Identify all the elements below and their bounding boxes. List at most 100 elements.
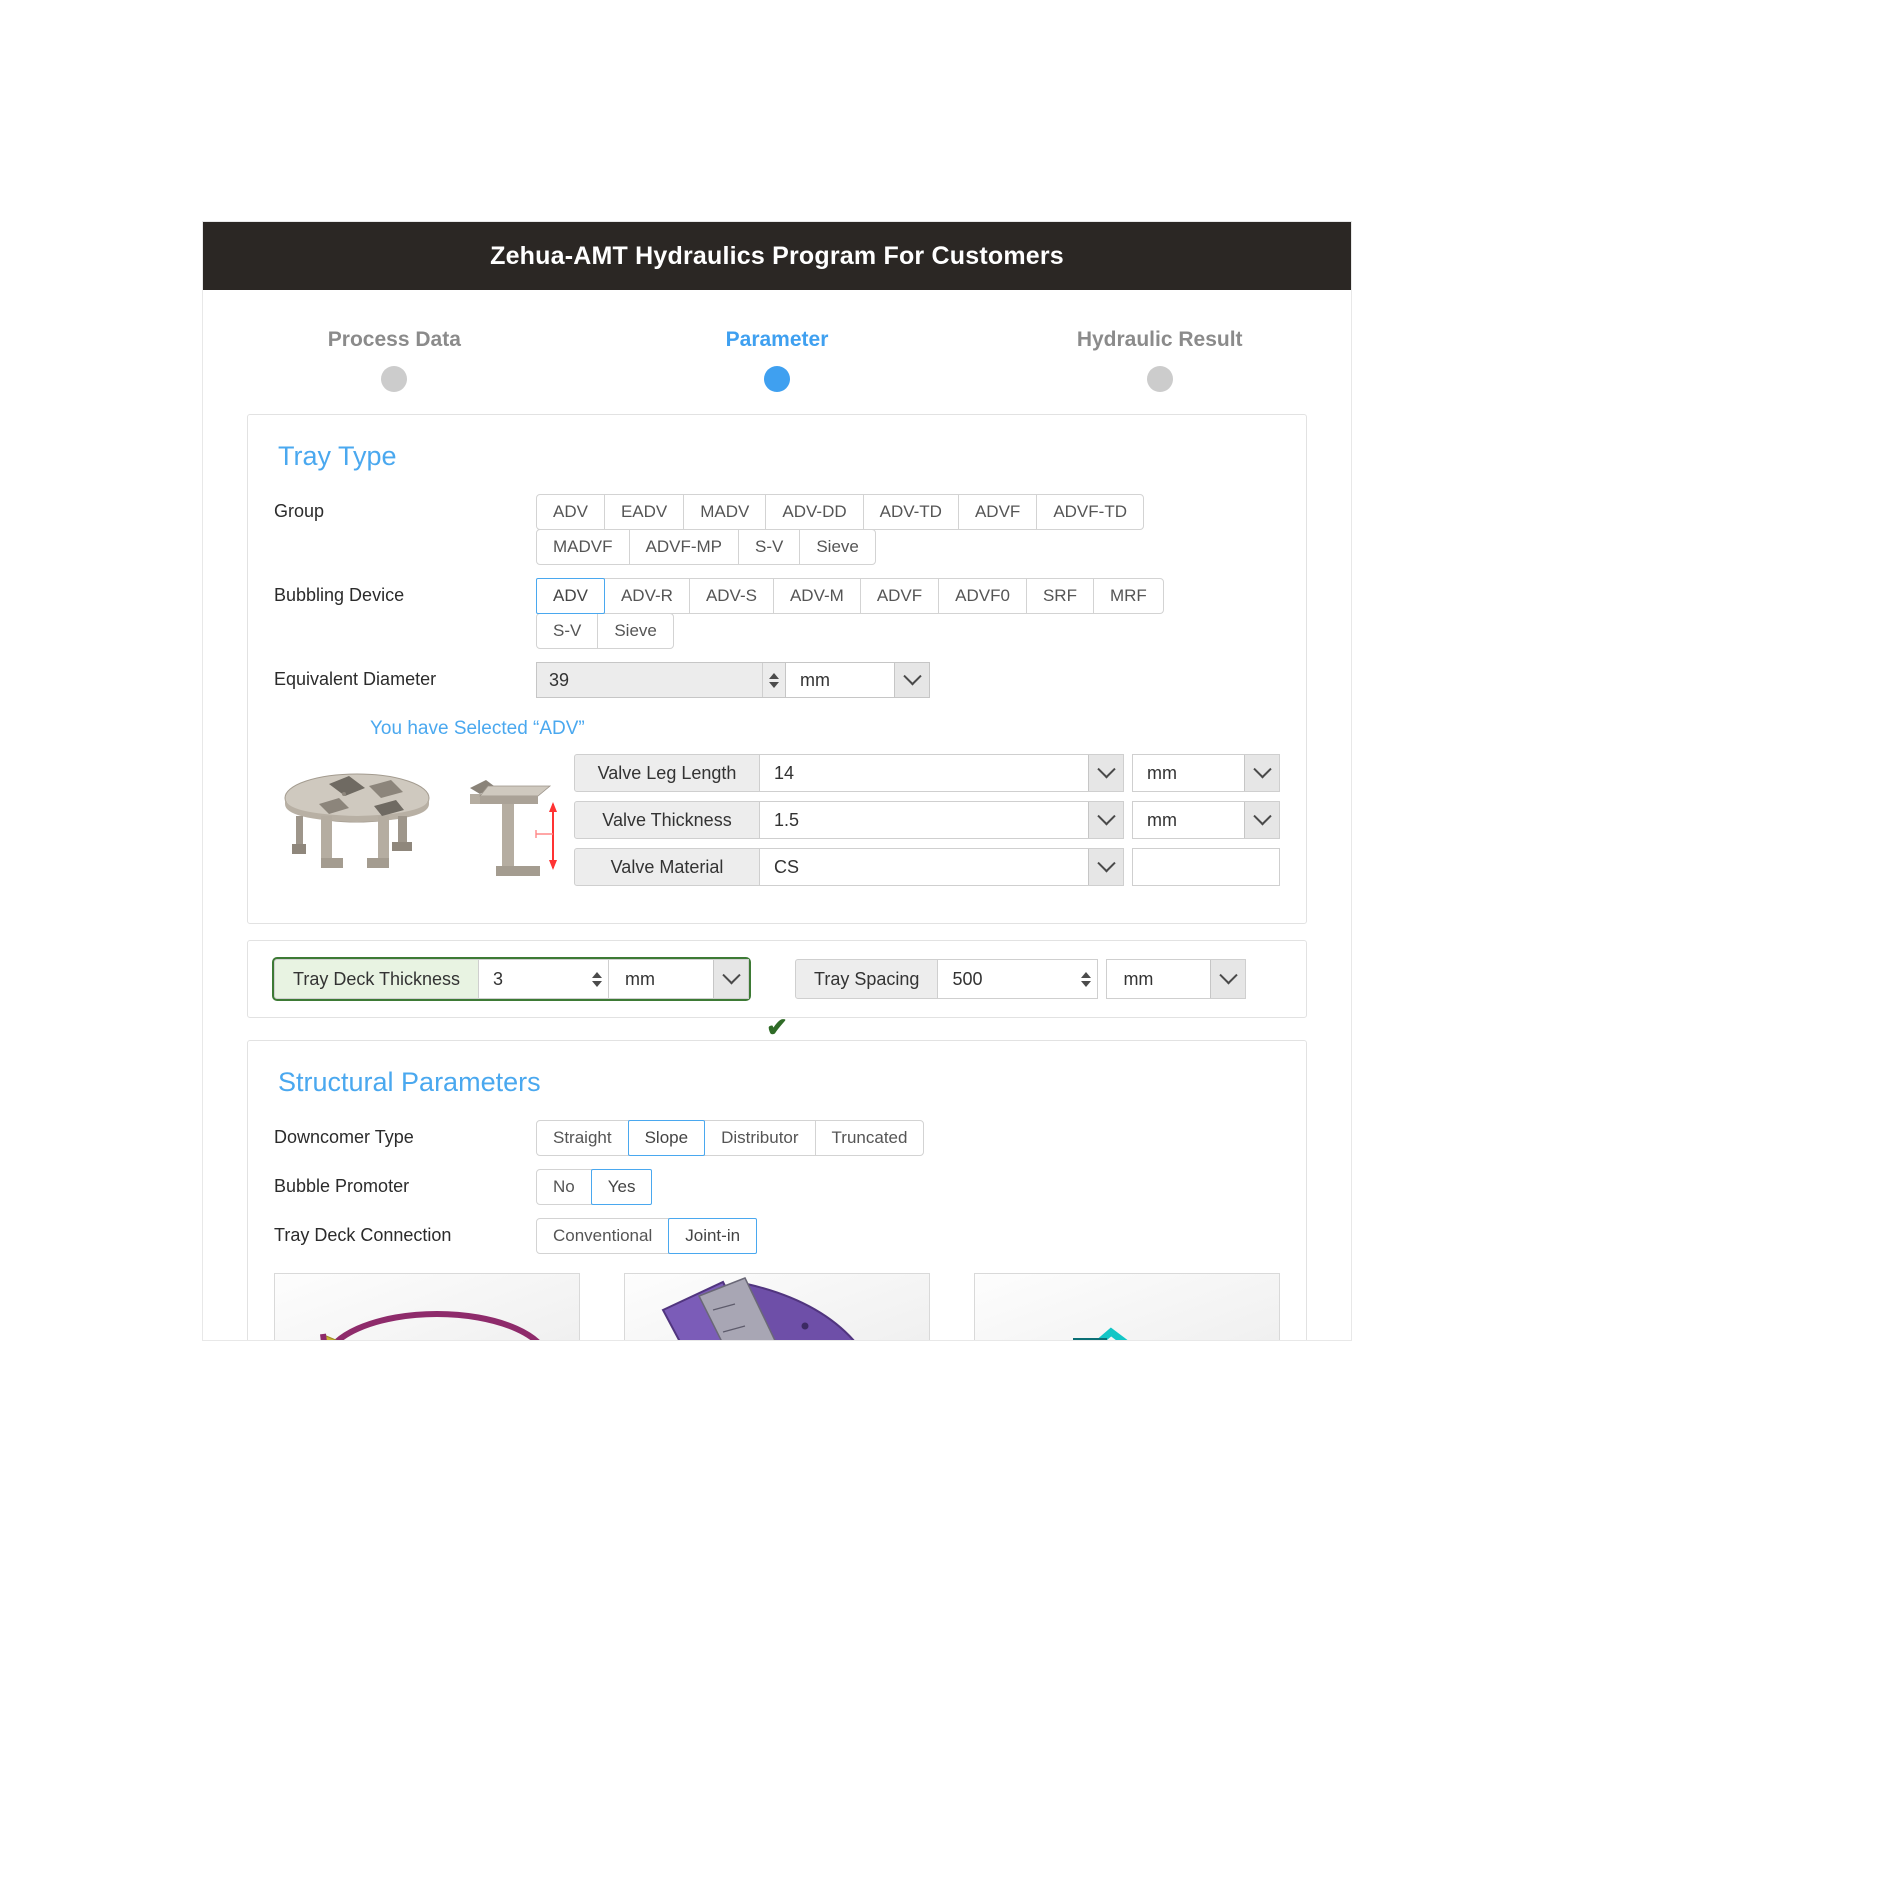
chevron-down-icon[interactable] [1088,755,1123,791]
chevron-down-icon[interactable] [1244,802,1279,838]
tray-deck-render-icon [661,1277,855,1340]
step-process-data[interactable]: Process Data [203,328,586,392]
adv-valve-diagram-icon [284,773,557,876]
tray-spacing-value: 500 [952,968,983,989]
spinner-arrows-icon[interactable] [762,663,785,697]
chevron-down-icon[interactable] [1244,755,1279,791]
downcomer-option-truncated[interactable]: Truncated [814,1120,925,1156]
group-option-eadv[interactable]: EADV [603,494,685,530]
group-option-adv[interactable]: ADV [536,494,605,530]
downcomer-option-distributor[interactable]: Distributor [704,1120,816,1156]
downcomer-option-straight[interactable]: Straight [536,1120,629,1156]
bubbling-option-adv[interactable]: ADV [536,578,605,614]
group-option-s-v[interactable]: S-V [738,529,801,565]
thumbnail-downcomer-slope[interactable] [274,1273,580,1340]
step-dot-inactive [381,366,408,392]
validation-check-icon: ✔ [766,1012,788,1042]
bubbling-device-line-2: S-V Sieve [536,613,674,649]
tray-deck-thickness-group: Tray Deck Thickness 3 mm [271,957,752,1001]
tray-deck-thickness-input[interactable]: 3 [479,959,610,999]
bubbling-option-srf[interactable]: SRF [1025,578,1094,614]
spinner-up-icon[interactable] [769,672,779,679]
spinner-down-icon[interactable] [1081,980,1092,987]
valve-material-unit-box[interactable] [1132,848,1280,886]
step-indicator: Process Data Parameter Hydraulic Result [203,290,1351,406]
group-option-madvf[interactable]: MADVF [536,529,630,565]
bubbling-option-s-v[interactable]: S-V [536,613,599,649]
valve-illustration [274,754,574,899]
chevron-down-icon[interactable] [1088,849,1123,885]
valve-thickness-value: 1.5 [774,809,800,830]
group-option-adv-td[interactable]: ADV-TD [862,494,959,530]
bubble-promoter-option-no[interactable]: No [536,1169,592,1205]
bubble-promoter-row: Bubble Promoter No Yes [274,1169,1280,1205]
chevron-down-icon[interactable] [894,663,929,697]
valve-material-row: Valve Material CS [574,848,1280,886]
valve-leg-length-unit-select[interactable]: mm [1132,754,1280,792]
thumbnail-tray-deck[interactable] [624,1273,930,1340]
bubbling-option-adv-m[interactable]: ADV-M [772,578,861,614]
spinner-down-icon[interactable] [592,980,603,987]
tray-deck-connection-option-joint-in[interactable]: Joint-in [668,1218,758,1254]
tray-type-title: Tray Type [278,441,397,471]
tray-deck-thickness-unit-select[interactable]: mm [609,959,750,999]
group-option-advf[interactable]: ADVF [957,494,1038,530]
unit-value: mm [1123,968,1154,989]
spinner-arrows-icon[interactable] [586,960,608,998]
unit-value: mm [625,968,656,989]
tray-deck-connection-label: Tray Deck Connection [274,1225,452,1245]
tray-deck-connection-button-group: Conventional Joint-in [536,1218,1280,1254]
tray-spacing-label: Tray Spacing [795,959,939,999]
chevron-down-icon[interactable] [1210,960,1246,998]
bubble-promoter-option-yes[interactable]: Yes [590,1169,653,1205]
step-hydraulic-result[interactable]: Hydraulic Result [968,328,1351,392]
tray-deck-thickness-label: Tray Deck Thickness [274,959,480,999]
tray-spacing-group: Tray Spacing 500 mm [795,959,1247,999]
tray-spacing-unit-select[interactable]: mm [1106,959,1247,999]
spinner-arrows-icon[interactable] [1075,960,1097,998]
group-option-adv-dd[interactable]: ADV-DD [765,494,864,530]
group-option-madv[interactable]: MADV [683,494,767,530]
bubbling-option-advf0[interactable]: ADVF0 [938,578,1027,614]
downcomer-option-slope[interactable]: Slope [627,1120,706,1156]
bubbling-option-adv-r[interactable]: ADV-R [603,578,690,614]
unit-value: mm [800,669,830,690]
group-label: Group [274,501,325,521]
spinner-up-icon[interactable] [1081,971,1092,978]
chevron-down-icon[interactable] [1088,802,1123,838]
equivalent-diameter-input[interactable]: 39 [536,662,786,698]
spinner-down-icon[interactable] [769,681,779,688]
valve-material-input[interactable]: CS [760,848,1124,886]
group-option-advf-td[interactable]: ADVF-TD [1036,494,1144,530]
chevron-down-icon[interactable] [713,960,749,998]
bubbling-option-mrf[interactable]: MRF [1092,578,1164,614]
downcomer-type-row: Downcomer Type Straight Slope Distributo… [274,1120,1280,1156]
bubbling-option-adv-s[interactable]: ADV-S [688,578,774,614]
step-label: Hydraulic Result [1076,328,1243,351]
unit-value: mm [1147,809,1177,830]
tray-deck-connection-row: Tray Deck Connection Conventional Joint-… [274,1218,1280,1254]
valve-thickness-unit-select[interactable]: mm [1132,801,1280,839]
bubbling-option-sieve[interactable]: Sieve [597,613,674,649]
tray-deck-connection-option-conventional[interactable]: Conventional [536,1218,670,1254]
group-option-sieve[interactable]: Sieve [799,529,876,565]
spinner-up-icon[interactable] [592,971,603,978]
step-dot-inactive [1146,366,1173,392]
equivalent-diameter-unit-select[interactable]: mm [786,662,930,698]
step-parameter[interactable]: Parameter [586,328,969,392]
valve-leg-length-value: 14 [774,762,795,783]
downcomer-slope-render-icon [320,1311,540,1340]
unit-value: mm [1147,762,1177,783]
group-option-advf-mp[interactable]: ADVF-MP [628,529,739,565]
bubbling-option-advf[interactable]: ADVF [859,578,940,614]
group-button-line-1: ADV EADV MADV ADV-DD ADV-TD ADVF ADVF-TD [536,494,1144,530]
tray-spacing-input[interactable]: 500 [938,959,1099,999]
valve-leg-length-input[interactable]: 14 [760,754,1124,792]
thumbnail-joint-in-section[interactable] [974,1273,1280,1340]
bubble-promoter-button-group: No Yes [536,1169,1280,1205]
step-label: Parameter [725,328,829,351]
group-button-line-2: MADVF ADVF-MP S-V Sieve [536,529,876,565]
bubbling-device-label: Bubbling Device [274,585,405,605]
structural-parameters-panel: Structural Parameters Downcomer Type Str… [247,1040,1307,1340]
valve-thickness-input[interactable]: 1.5 [760,801,1124,839]
